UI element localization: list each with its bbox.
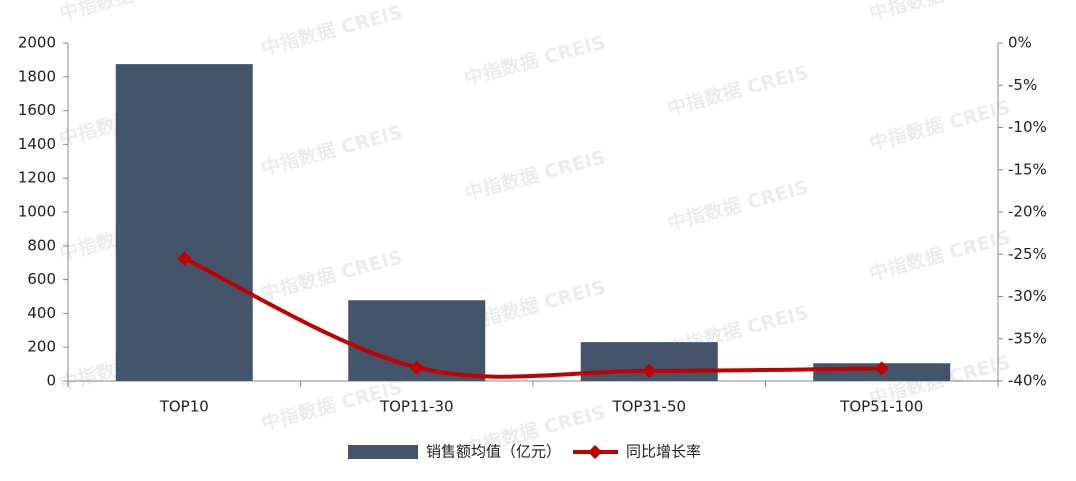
line <box>183 256 882 379</box>
y-tick-label: 0 <box>46 372 56 390</box>
watermark: 中指数据 CREIS <box>665 60 811 120</box>
watermark: 中指数据 CREIS <box>259 120 405 180</box>
watermark: 中指数据 CREIS <box>867 95 1013 155</box>
y2-tick-label: -20% <box>1008 203 1047 221</box>
y-tick-label: 1600 <box>18 101 56 119</box>
y-tick-label: 1200 <box>18 169 56 187</box>
legend-swatch <box>588 445 603 459</box>
marker <box>409 360 424 375</box>
y2-tick-label: 0% <box>1008 34 1032 52</box>
y2-tick-label: -30% <box>1008 287 1047 305</box>
y-tick-label: 1800 <box>18 67 56 85</box>
watermark: 中指数据 CREIS <box>462 145 608 205</box>
watermark: 中指数据 CREIS <box>867 0 1013 25</box>
watermark: 中指数据 CREIS <box>57 0 203 25</box>
marker <box>874 361 889 376</box>
y2-tick-label: -25% <box>1008 245 1047 263</box>
y2-tick-label: -15% <box>1008 160 1047 178</box>
marker <box>177 251 192 266</box>
marker <box>642 363 657 378</box>
y-tick-label: 200 <box>27 338 56 356</box>
watermark: 中指数据 CREIS <box>259 245 405 305</box>
watermark: 中指数据 CREIS <box>259 0 405 60</box>
y-tick-label: 2000 <box>18 34 56 52</box>
watermark: 中指数据 CREIS <box>462 30 608 90</box>
y-tick-label: 800 <box>27 236 56 254</box>
y-tick-label: 600 <box>27 270 56 288</box>
x-tick-label: TOP11-30 <box>379 398 454 416</box>
legend-swatch <box>348 445 418 459</box>
x-tick-label: TOP51-100 <box>839 398 923 416</box>
y2-tick-label: -35% <box>1008 329 1047 347</box>
y-tick-label: 1000 <box>18 203 56 221</box>
y2-tick-label: -10% <box>1008 118 1047 136</box>
watermark: 中指数据 CREIS <box>665 175 811 235</box>
legend-label: 同比增长率 <box>626 443 701 461</box>
y-tick-label: 400 <box>27 304 56 322</box>
x-tick-label: TOP10 <box>159 398 209 416</box>
x-tick-label: TOP31-50 <box>611 398 686 416</box>
y-tick-label: 1400 <box>18 135 56 153</box>
y2-tick-label: -40% <box>1008 372 1047 390</box>
y2-tick-label: -5% <box>1008 76 1037 94</box>
legend-label: 销售额均值（亿元） <box>426 443 561 461</box>
bar <box>115 64 253 381</box>
watermark: 中指数据 CREIS <box>867 225 1013 285</box>
